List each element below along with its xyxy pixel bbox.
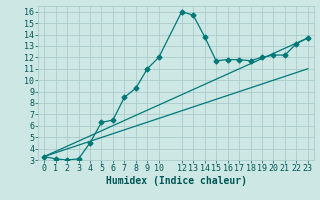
X-axis label: Humidex (Indice chaleur): Humidex (Indice chaleur) (106, 176, 246, 186)
